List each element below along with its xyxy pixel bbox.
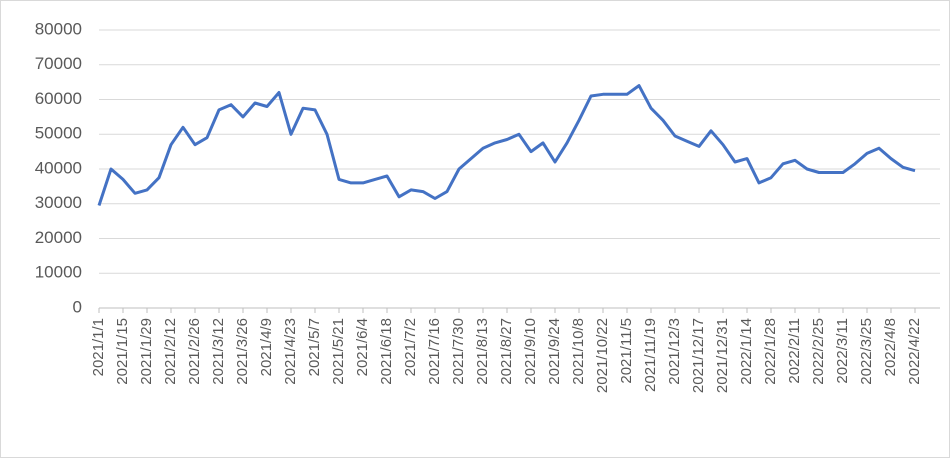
x-tick-label: 2021/5/7: [306, 318, 323, 376]
y-tick-label: 50000: [35, 124, 82, 143]
x-tick-label: 2021/5/21: [330, 318, 347, 385]
x-tick-label: 2021/3/12: [210, 318, 227, 385]
x-tick-label: 2022/1/14: [738, 318, 755, 385]
x-tick-label: 2021/1/1: [90, 318, 107, 376]
x-tick-label: 2022/4/22: [906, 318, 923, 385]
x-tick-label: 2021/12/31: [714, 318, 731, 393]
x-tick-label: 2022/4/8: [882, 318, 899, 376]
x-tick-label: 2021/8/13: [474, 318, 491, 385]
x-tick-label: 2021/1/29: [138, 318, 155, 385]
y-tick-label: 40000: [35, 158, 82, 177]
x-tick-label: 2021/8/27: [498, 318, 515, 385]
x-tick-label: 2021/4/23: [282, 318, 299, 385]
x-tick-label: 2022/3/25: [858, 318, 875, 385]
x-tick-label: 2021/9/10: [522, 318, 539, 385]
x-tick-label: 2022/3/11: [834, 318, 851, 384]
x-tick-label: 2021/2/12: [162, 318, 179, 385]
x-tick-label: 2022/2/11: [786, 318, 803, 384]
y-tick-label: 10000: [35, 263, 82, 282]
x-tick-label: 2021/10/22: [594, 318, 611, 393]
x-tick-label: 2021/11/19: [642, 318, 659, 392]
x-tick-label: 2021/7/2: [402, 318, 419, 376]
x-tick-label: 2021/7/16: [426, 318, 443, 385]
y-tick-label: 80000: [35, 19, 82, 38]
x-tick-label: 2022/1/28: [762, 318, 779, 385]
x-tick-label: 2021/1/15: [114, 318, 131, 385]
y-tick-label: 0: [73, 297, 82, 316]
y-tick-label: 60000: [35, 89, 82, 108]
x-tick-label: 2021/3/26: [234, 318, 251, 385]
x-tick-label: 2022/2/25: [810, 318, 827, 385]
x-tick-label: 2021/4/9: [258, 318, 275, 376]
y-tick-label: 30000: [35, 193, 82, 212]
x-tick-label: 2021/12/3: [666, 318, 683, 385]
y-tick-label: 70000: [35, 54, 82, 73]
x-tick-label: 2021/2/26: [186, 318, 203, 385]
x-tick-label: 2021/7/30: [450, 318, 467, 385]
y-tick-label: 20000: [35, 228, 82, 247]
x-tick-label: 2021/6/4: [354, 318, 371, 376]
line: [97, 84, 916, 206]
x-tick-label: 2021/9/24: [546, 318, 563, 385]
x-tick-label: 2021/10/8: [570, 318, 587, 385]
x-tick-label: 2021/6/18: [378, 318, 395, 385]
x-tick-label: 2021/12/17: [690, 318, 707, 393]
x-tick-label: 2021/11/5: [618, 318, 635, 384]
